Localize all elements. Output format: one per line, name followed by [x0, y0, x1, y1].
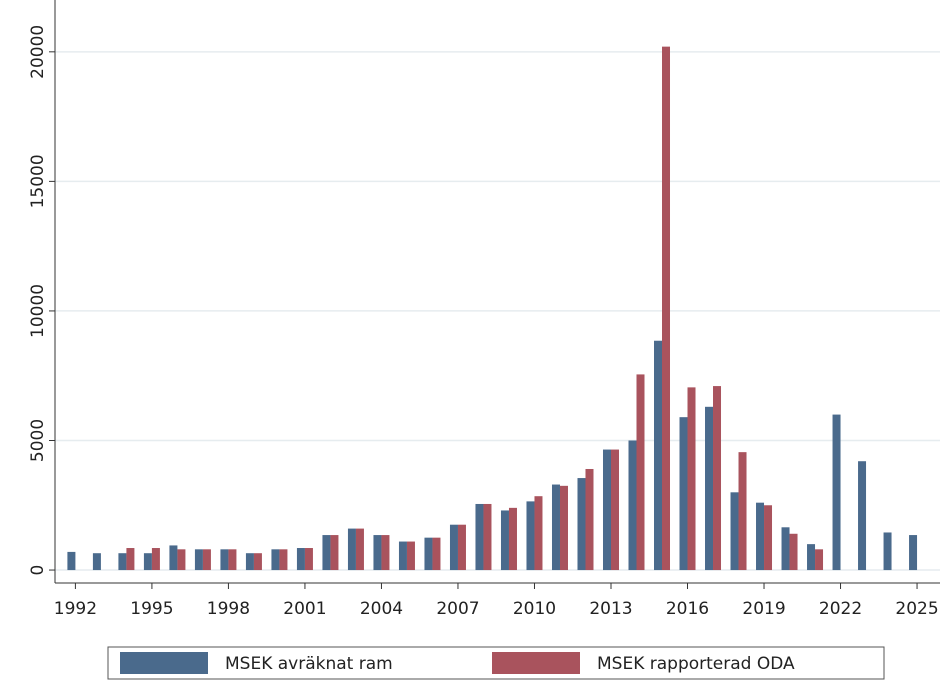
- bar: [475, 503, 484, 571]
- bar: [585, 468, 594, 571]
- legend-swatch: [120, 652, 208, 674]
- bar: [271, 549, 280, 571]
- bar: [398, 541, 407, 571]
- bar: [381, 535, 390, 571]
- bar: [67, 551, 76, 571]
- bar: [373, 535, 382, 571]
- bar: [909, 535, 918, 571]
- bar: [764, 505, 773, 571]
- x-tick-label: 1992: [54, 599, 97, 619]
- x-tick-label: 2016: [666, 599, 709, 619]
- bar: [279, 549, 288, 571]
- bar: [526, 501, 535, 571]
- bar: [304, 548, 313, 571]
- x-tick-label: 1998: [207, 599, 250, 619]
- legend-label: MSEK avräknat ram: [225, 654, 393, 674]
- bar: [883, 532, 892, 571]
- bar: [815, 549, 824, 571]
- bar: [118, 553, 127, 571]
- bar: [602, 449, 611, 571]
- x-tick-label: 2013: [589, 599, 632, 619]
- bar: [330, 535, 339, 571]
- bar: [577, 478, 586, 571]
- bar: [355, 528, 364, 571]
- bar: [781, 527, 790, 571]
- bar: [322, 535, 331, 571]
- bar: [143, 553, 152, 571]
- bar: [483, 503, 492, 571]
- bar: [730, 492, 739, 571]
- y-tick-label: 15000: [28, 154, 48, 208]
- x-tick-label: 1995: [130, 599, 173, 619]
- bar: [551, 484, 560, 571]
- y-tick-label: 0: [28, 565, 48, 576]
- bar: [858, 461, 867, 571]
- bar: [713, 386, 722, 571]
- bar: [406, 541, 415, 571]
- bar: [296, 548, 305, 571]
- bar: [807, 544, 816, 571]
- bar: [202, 549, 211, 571]
- bar: [500, 510, 509, 571]
- bar: [628, 440, 637, 571]
- bar: [92, 553, 101, 571]
- bar: [534, 496, 543, 571]
- bar: [177, 549, 186, 571]
- bar: [705, 406, 714, 571]
- bar: [126, 548, 135, 571]
- bar: [687, 387, 696, 571]
- bar: [559, 485, 568, 571]
- bar: [756, 502, 765, 571]
- y-tick-label: 20000: [28, 25, 48, 79]
- bar: [424, 537, 433, 571]
- bar: [832, 414, 841, 571]
- bar: [347, 528, 356, 571]
- bar: [679, 417, 688, 571]
- bar: [654, 340, 663, 571]
- bar: [457, 524, 466, 571]
- x-tick-label: 2022: [819, 599, 862, 619]
- bar: [245, 553, 254, 571]
- bar: [194, 549, 203, 571]
- x-tick-label: 2019: [742, 599, 785, 619]
- x-tick-label: 2004: [360, 599, 403, 619]
- y-tick-label: 5000: [28, 419, 48, 462]
- bar: [432, 537, 441, 571]
- y-tick-label: 10000: [28, 284, 48, 338]
- bar: [636, 374, 645, 571]
- legend-swatch: [492, 652, 580, 674]
- bar: [789, 533, 798, 571]
- x-tick-label: 2025: [895, 599, 938, 619]
- bar: [662, 46, 671, 571]
- bar: [610, 449, 619, 571]
- x-tick-label: 2001: [283, 599, 326, 619]
- bar: [228, 549, 237, 571]
- bar: [449, 524, 458, 571]
- x-tick-label: 2007: [436, 599, 479, 619]
- bar: [508, 507, 517, 571]
- legend-label: MSEK rapporterad ODA: [597, 654, 795, 674]
- bar: [169, 545, 178, 571]
- x-tick-label: 2010: [513, 599, 556, 619]
- bar: [738, 452, 747, 571]
- bar: [253, 553, 262, 571]
- bar: [151, 548, 160, 571]
- bar: [220, 549, 229, 571]
